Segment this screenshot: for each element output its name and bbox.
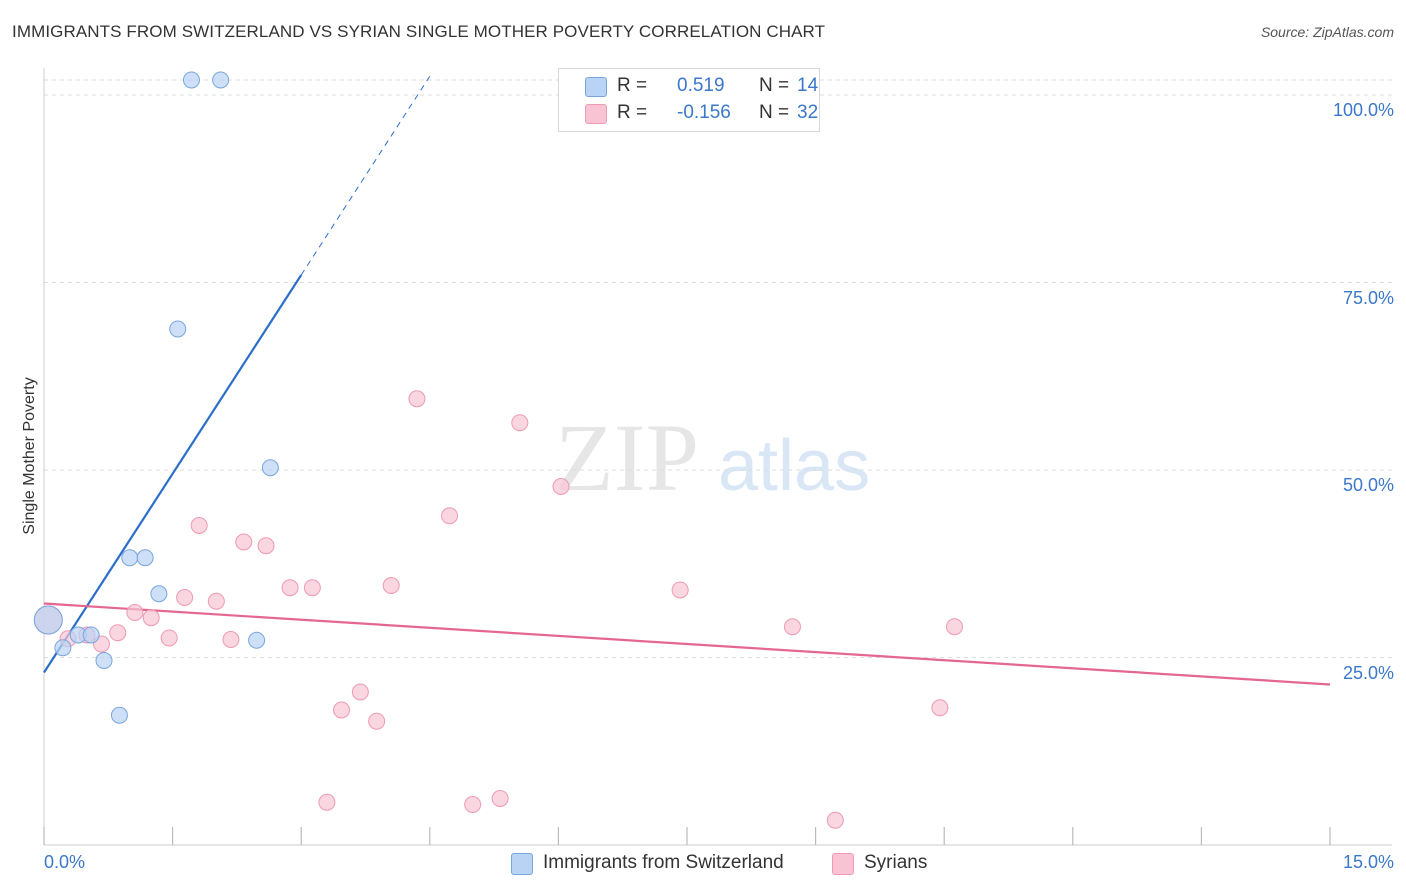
grid <box>44 79 1392 658</box>
legend-swatch-syrians <box>832 853 854 875</box>
point-syrians <box>235 533 253 551</box>
point-switzerland <box>82 626 100 644</box>
point-syrians <box>190 517 208 534</box>
point-syrians <box>671 581 689 599</box>
y-tick-label: 100.0% <box>1332 100 1394 120</box>
watermark-atlas: atlas <box>718 426 870 506</box>
point-syrians <box>441 507 459 525</box>
point-syrians <box>783 618 801 636</box>
point-switzerland <box>33 605 63 635</box>
point-syrians <box>368 712 386 730</box>
point-syrians <box>207 592 225 610</box>
point-syrians <box>826 811 844 829</box>
point-syrians <box>222 631 240 648</box>
y-tick-label: 50.0% <box>1342 475 1394 495</box>
r-value: -0.156 <box>677 102 731 123</box>
legend-swatch-switzerland <box>511 853 533 875</box>
n-label: N = <box>759 102 790 123</box>
point-syrians <box>408 390 426 408</box>
legend-label: Syrians <box>864 852 928 873</box>
n-value: 32 <box>797 102 819 123</box>
y-axis-label: Single Mother Poverty <box>21 377 38 535</box>
trend-line-switzerland-extension <box>300 75 431 276</box>
point-syrians <box>142 609 160 627</box>
point-syrians <box>303 579 321 597</box>
y-tick-label: 75.0% <box>1342 287 1394 308</box>
source-label: Source: ZipAtlas.com <box>1260 24 1394 40</box>
point-syrians <box>257 537 275 555</box>
y-tick-label: 25.0% <box>1342 662 1394 683</box>
r-label: R = <box>617 75 648 96</box>
point-switzerland <box>54 639 72 657</box>
x-tick-label-min: 0.0% <box>44 852 86 872</box>
trend-line-syrians <box>43 602 1331 686</box>
point-syrians <box>281 579 299 597</box>
point-syrians <box>552 478 570 495</box>
point-syrians <box>109 624 127 642</box>
point-syrians <box>931 699 949 717</box>
stats-box: R = 0.519 N = 14 R = -0.156 N = 32 <box>558 68 820 132</box>
stats-swatch-syrians <box>585 104 607 124</box>
trend-lines <box>43 75 1331 686</box>
point-syrians <box>511 414 529 432</box>
chart-title: IMMIGRANTS FROM SWITZERLAND VS SYRIAN SI… <box>12 22 826 41</box>
point-syrians <box>382 577 400 594</box>
point-syrians <box>126 604 144 621</box>
point-syrians <box>318 793 336 811</box>
point-syrians <box>160 629 178 647</box>
x-tick-label-max: 15.0% <box>1342 852 1394 872</box>
watermark: ZIP atlas <box>555 404 870 511</box>
point-switzerland <box>150 585 168 603</box>
point-switzerland <box>182 71 200 89</box>
point-switzerland <box>261 459 279 477</box>
point-switzerland <box>121 549 139 567</box>
point-syrians <box>491 790 509 807</box>
legend: Immigrants from Switzerland Syrians <box>0 852 1406 878</box>
watermark-zip: ZIP <box>555 404 699 511</box>
data-points <box>33 71 963 829</box>
point-syrians <box>945 618 963 636</box>
point-syrians <box>332 701 350 719</box>
point-syrians <box>176 589 194 606</box>
point-switzerland <box>95 652 113 669</box>
stats-swatch-switzerland <box>585 77 607 97</box>
point-syrians <box>464 796 482 813</box>
point-switzerland <box>110 706 128 724</box>
n-value: 14 <box>797 75 819 96</box>
legend-label: Immigrants from Switzerland <box>543 852 784 873</box>
r-value: 0.519 <box>677 75 725 96</box>
n-label: N = <box>759 75 790 96</box>
r-label: R = <box>617 102 648 123</box>
point-switzerland <box>169 320 187 338</box>
point-switzerland <box>248 631 266 649</box>
point-syrians <box>351 683 369 701</box>
point-switzerland <box>212 71 230 89</box>
point-switzerland <box>136 549 154 567</box>
axes <box>43 68 1392 846</box>
